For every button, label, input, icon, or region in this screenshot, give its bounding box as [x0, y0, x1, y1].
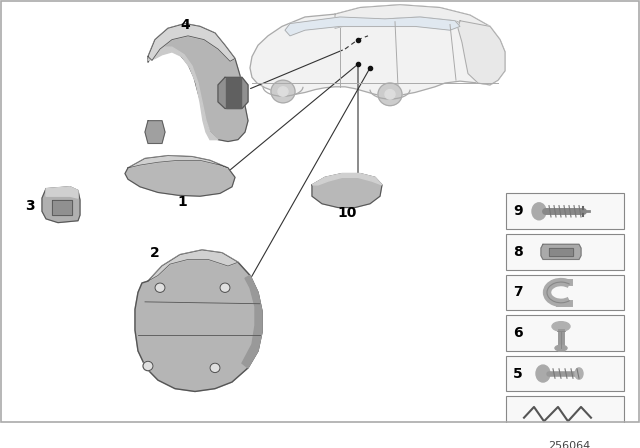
Polygon shape [218, 78, 248, 108]
Polygon shape [250, 5, 505, 96]
Polygon shape [312, 173, 382, 185]
Circle shape [385, 90, 395, 99]
Polygon shape [335, 5, 495, 36]
Circle shape [220, 283, 230, 293]
Polygon shape [128, 155, 228, 168]
Text: 9: 9 [513, 204, 523, 218]
Bar [506, 194, 624, 229]
Ellipse shape [555, 345, 567, 351]
Text: 4: 4 [180, 18, 190, 32]
Polygon shape [285, 17, 460, 36]
Polygon shape [135, 250, 262, 392]
Polygon shape [458, 21, 505, 85]
Bar [506, 234, 624, 270]
Text: 3: 3 [25, 198, 35, 213]
Ellipse shape [552, 322, 570, 331]
Text: 6: 6 [513, 326, 523, 340]
Polygon shape [52, 200, 72, 215]
Text: 8: 8 [513, 245, 523, 259]
Circle shape [378, 83, 402, 106]
Polygon shape [148, 24, 235, 61]
Ellipse shape [536, 365, 550, 382]
Circle shape [210, 363, 220, 373]
Circle shape [143, 361, 153, 370]
Polygon shape [148, 24, 248, 142]
Bar [506, 396, 624, 432]
Polygon shape [148, 47, 218, 140]
Circle shape [155, 283, 165, 293]
Polygon shape [541, 244, 581, 259]
Ellipse shape [532, 203, 546, 220]
Text: 10: 10 [337, 206, 356, 220]
Polygon shape [125, 155, 235, 196]
Circle shape [278, 87, 288, 96]
Text: 5: 5 [513, 366, 523, 380]
Text: 7: 7 [513, 285, 523, 299]
Polygon shape [145, 121, 165, 143]
Ellipse shape [575, 368, 583, 379]
Text: 2: 2 [150, 246, 160, 260]
Circle shape [271, 80, 295, 103]
Bar [506, 315, 624, 351]
Polygon shape [226, 78, 241, 108]
Polygon shape [549, 248, 573, 256]
Text: 1: 1 [177, 195, 187, 209]
Polygon shape [46, 187, 78, 198]
Bar [506, 275, 624, 310]
Polygon shape [148, 250, 238, 281]
Bar [506, 356, 624, 392]
Polygon shape [312, 173, 382, 207]
Polygon shape [242, 276, 262, 368]
Text: 256064: 256064 [548, 441, 590, 448]
Polygon shape [42, 187, 80, 223]
